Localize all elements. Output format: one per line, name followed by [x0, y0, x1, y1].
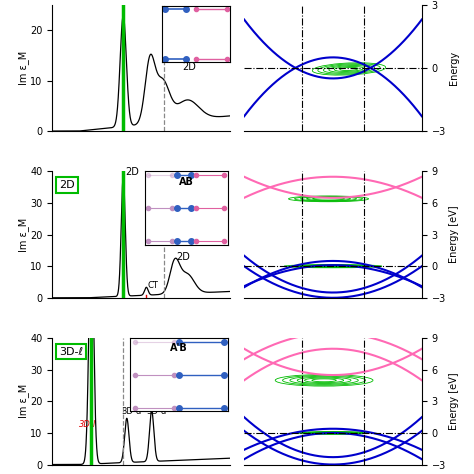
- Text: 3D-d: 3D-d: [146, 407, 166, 416]
- Y-axis label: Im ε_M: Im ε_M: [18, 384, 28, 419]
- Y-axis label: Im ε_M: Im ε_M: [18, 218, 28, 252]
- Text: 3D-d: 3D-d: [121, 407, 142, 416]
- Text: 3D-l: 3D-l: [79, 419, 96, 428]
- Text: 2D: 2D: [59, 180, 75, 190]
- Y-axis label: Im ε_M: Im ε_M: [18, 51, 28, 85]
- Text: 2D: 2D: [182, 63, 196, 73]
- Text: 2D: 2D: [176, 252, 191, 262]
- Text: 3D-ℓ: 3D-ℓ: [59, 346, 83, 356]
- Y-axis label: Energy: Energy: [448, 51, 459, 85]
- Y-axis label: Energy [eV]: Energy [eV]: [448, 206, 459, 264]
- Text: CT: CT: [147, 281, 158, 290]
- Text: 2D: 2D: [125, 167, 139, 177]
- Y-axis label: Energy [eV]: Energy [eV]: [448, 373, 459, 430]
